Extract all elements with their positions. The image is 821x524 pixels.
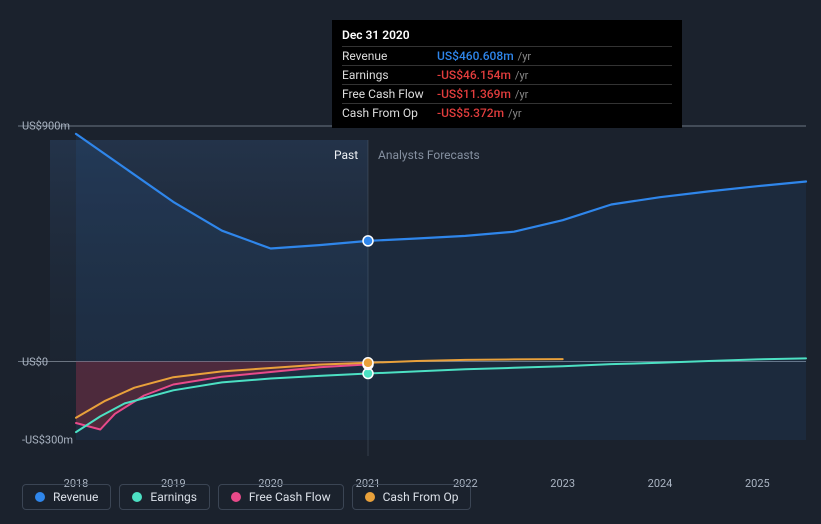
legend-item-earnings[interactable]: Earnings bbox=[119, 484, 210, 510]
tooltip-label: Free Cash Flow bbox=[342, 87, 437, 101]
tooltip-label: Revenue bbox=[342, 49, 437, 63]
legend-label: Free Cash Flow bbox=[249, 490, 331, 504]
legend-dot-icon bbox=[365, 492, 375, 502]
legend-label: Revenue bbox=[53, 490, 98, 504]
legend-dot-icon bbox=[35, 492, 45, 502]
forecast-label: Analysts Forecasts bbox=[378, 148, 480, 162]
y-axis-label: -US$300m bbox=[22, 434, 73, 447]
tooltip-unit: /yr bbox=[518, 50, 531, 63]
legend-item-cfo[interactable]: Cash From Op bbox=[352, 484, 472, 510]
financials-chart[interactable]: Past Analysts Forecasts US$900m US$0 -US$3… bbox=[18, 120, 806, 470]
legend-item-revenue[interactable]: Revenue bbox=[22, 484, 111, 510]
tooltip-unit: /yr bbox=[515, 69, 528, 82]
tooltip-row-fcf: Free Cash Flow -US$11.369m /yr bbox=[342, 84, 672, 103]
tooltip-value: -US$11.369m bbox=[437, 87, 511, 101]
y-axis-label: US$900m bbox=[22, 120, 70, 133]
tooltip-row-cfo: Cash From Op -US$5.372m /yr bbox=[342, 103, 672, 122]
tooltip-label: Cash From Op bbox=[342, 106, 437, 120]
tooltip-unit: /yr bbox=[515, 88, 528, 101]
tooltip-row-earnings: Earnings -US$46.154m /yr bbox=[342, 65, 672, 84]
legend-item-fcf[interactable]: Free Cash Flow bbox=[218, 484, 344, 510]
tooltip-value: -US$5.372m bbox=[437, 106, 504, 120]
legend-dot-icon bbox=[132, 492, 142, 502]
tooltip-row-revenue: Revenue US$460.608m /yr bbox=[342, 46, 672, 65]
x-axis-label: 2023 bbox=[550, 477, 575, 490]
legend-dot-icon bbox=[231, 492, 241, 502]
past-label: Past bbox=[334, 148, 358, 162]
tooltip-value: US$460.608m bbox=[437, 49, 514, 63]
chart-svg bbox=[18, 120, 806, 470]
tooltip-date: Dec 31 2020 bbox=[342, 28, 672, 46]
data-tooltip: Dec 31 2020 Revenue US$460.608m /yr Earn… bbox=[332, 20, 682, 128]
legend-label: Earnings bbox=[150, 490, 197, 504]
x-axis-label: 2024 bbox=[648, 477, 673, 490]
legend-label: Cash From Op bbox=[383, 490, 459, 504]
y-axis-label: US$0 bbox=[22, 355, 48, 368]
tooltip-unit: /yr bbox=[508, 107, 521, 120]
tooltip-label: Earnings bbox=[342, 68, 437, 82]
legend: Revenue Earnings Free Cash Flow Cash Fro… bbox=[22, 484, 471, 510]
tooltip-value: -US$46.154m bbox=[437, 68, 511, 82]
x-axis-label: 2025 bbox=[745, 477, 770, 490]
